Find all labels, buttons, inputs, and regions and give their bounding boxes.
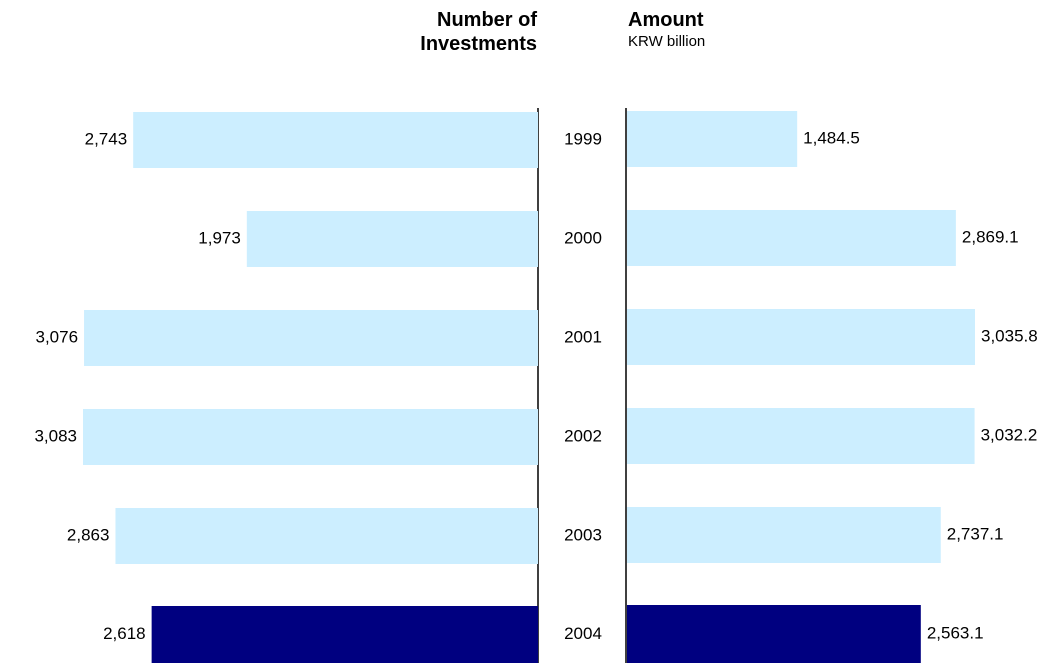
- value-label: 2,737.1: [947, 524, 1004, 543]
- right-subtitle: KRW billion: [628, 33, 706, 50]
- bar: [151, 606, 538, 663]
- value-label: 2,743: [85, 129, 128, 148]
- value-label: 2,863: [67, 525, 110, 544]
- bar: [84, 310, 538, 366]
- value-label: 2,563.1: [927, 623, 984, 642]
- value-label: 3,032.2: [981, 425, 1038, 444]
- bar: [115, 508, 538, 564]
- category-label: 2002: [564, 426, 602, 445]
- value-label: 2,618: [103, 624, 146, 643]
- value-label: 3,035.8: [981, 326, 1038, 345]
- value-label: 1,484.5: [803, 128, 860, 147]
- value-label: 3,083: [34, 426, 77, 445]
- value-label: 2,869.1: [962, 227, 1019, 246]
- bar: [133, 112, 538, 168]
- bar: [83, 409, 538, 465]
- category-label: 2004: [564, 624, 602, 643]
- category-label: 1999: [564, 129, 602, 148]
- category-label: 2001: [564, 327, 602, 346]
- left-title: Number of Investments: [420, 9, 537, 55]
- category-label: 2000: [564, 228, 602, 247]
- bar: [627, 605, 921, 663]
- value-label: 1,973: [198, 228, 241, 247]
- bar: [627, 111, 798, 167]
- bar: [246, 211, 539, 267]
- category-label: 2003: [564, 525, 602, 544]
- value-label: 3,076: [35, 327, 78, 346]
- bar: [627, 309, 975, 365]
- bar: [627, 507, 941, 563]
- bar: [627, 210, 956, 266]
- right-title: Amount: [628, 9, 704, 31]
- bar: [627, 408, 975, 464]
